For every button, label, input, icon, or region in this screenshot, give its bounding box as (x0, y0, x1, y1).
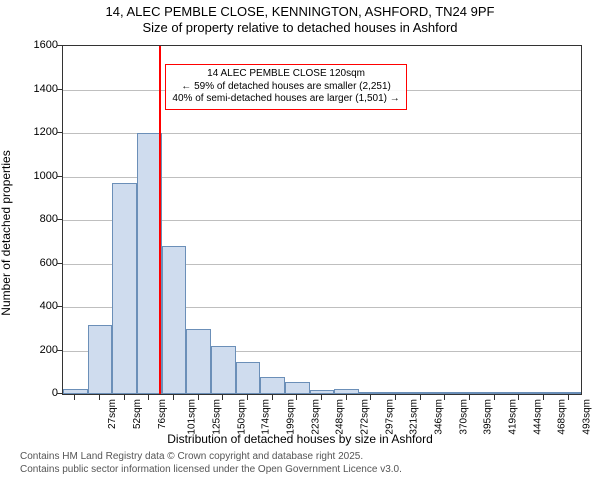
y-tick-mark (57, 132, 62, 133)
histogram-bar (384, 392, 409, 394)
x-tick-label: 468sqm (557, 399, 568, 435)
x-tick-label: 248sqm (335, 399, 346, 435)
histogram-bar (260, 377, 285, 394)
y-tick-label: 1000 (8, 170, 58, 182)
x-tick-label: 52sqm (132, 399, 143, 429)
histogram-bar (88, 325, 113, 395)
footer-line1: Contains HM Land Registry data © Crown c… (20, 450, 600, 463)
x-tick-label: 272sqm (360, 399, 371, 435)
x-tick-label: 150sqm (236, 399, 247, 435)
x-tick-mark (518, 395, 519, 400)
y-tick-mark (57, 176, 62, 177)
x-tick-mark (370, 395, 371, 400)
x-tick-label: 444sqm (532, 399, 543, 435)
x-tick-label: 370sqm (458, 399, 469, 435)
chart-title-block: 14, ALEC PEMBLE CLOSE, KENNINGTON, ASHFO… (0, 0, 600, 35)
x-tick-mark (74, 395, 75, 400)
x-tick-mark (272, 395, 273, 400)
y-tick-mark (57, 89, 62, 90)
x-tick-label: 125sqm (212, 399, 223, 435)
x-tick-mark (420, 395, 421, 400)
x-tick-mark (198, 395, 199, 400)
histogram-bar (162, 246, 187, 394)
y-tick-mark (57, 45, 62, 46)
histogram-bar (310, 390, 335, 394)
chart-title-line2: Size of property relative to detached ho… (0, 20, 600, 36)
x-tick-mark (395, 395, 396, 400)
x-tick-mark (568, 395, 569, 400)
x-tick-label: 174sqm (261, 399, 272, 435)
x-tick-mark (247, 395, 248, 400)
x-tick-label: 76sqm (157, 399, 168, 429)
x-tick-label: 346sqm (434, 399, 445, 435)
x-tick-label: 223sqm (310, 399, 321, 435)
x-tick-mark (346, 395, 347, 400)
histogram-bar (556, 392, 581, 394)
x-tick-label: 395sqm (483, 399, 494, 435)
y-tick-label: 400 (8, 300, 58, 312)
footer-line2: Contains public sector information licen… (20, 463, 600, 476)
x-tick-label: 419sqm (508, 399, 519, 435)
histogram-bar (532, 392, 557, 394)
y-tick-mark (57, 306, 62, 307)
x-tick-mark (494, 395, 495, 400)
x-tick-mark (173, 395, 174, 400)
x-tick-mark (296, 395, 297, 400)
plot-region: 14 ALEC PEMBLE CLOSE 120sqm← 59% of deta… (62, 45, 582, 395)
histogram-bar (458, 392, 483, 394)
y-tick-mark (57, 350, 62, 351)
histogram-bar (507, 392, 532, 394)
x-tick-label: 297sqm (384, 399, 395, 435)
x-tick-label: 321sqm (409, 399, 420, 435)
chart-area: Number of detached properties 14 ALEC PE… (0, 35, 600, 430)
y-tick-label: 600 (8, 257, 58, 269)
histogram-bar (433, 392, 458, 394)
footer-attribution: Contains HM Land Registry data © Crown c… (0, 446, 600, 476)
histogram-bar (236, 362, 261, 395)
annotation-line: 14 ALEC PEMBLE CLOSE 120sqm (172, 68, 399, 81)
x-tick-mark (124, 395, 125, 400)
histogram-bar (359, 392, 384, 395)
x-tick-mark (543, 395, 544, 400)
histogram-bar (408, 392, 433, 394)
histogram-bar (186, 329, 211, 394)
y-tick-mark (57, 393, 62, 394)
x-tick-mark (469, 395, 470, 400)
annotation-line: 40% of semi-detached houses are larger (… (172, 93, 399, 106)
x-tick-mark (444, 395, 445, 400)
histogram-bar (211, 346, 236, 394)
subject-marker-line (159, 46, 161, 394)
annotation-box: 14 ALEC PEMBLE CLOSE 120sqm← 59% of deta… (165, 64, 406, 110)
histogram-bar (63, 389, 88, 394)
y-tick-label: 1200 (8, 126, 58, 138)
histogram-bar (334, 389, 359, 394)
y-tick-label: 1400 (8, 83, 58, 95)
y-tick-mark (57, 263, 62, 264)
x-tick-label: 493sqm (582, 399, 593, 435)
y-tick-label: 0 (8, 387, 58, 399)
x-tick-mark (321, 395, 322, 400)
histogram-bar (112, 183, 137, 394)
x-tick-label: 27sqm (107, 399, 118, 429)
y-tick-label: 200 (8, 344, 58, 356)
x-tick-label: 199sqm (286, 399, 297, 435)
histogram-bar (285, 382, 310, 394)
histogram-bar (482, 392, 507, 394)
x-tick-mark (148, 395, 149, 400)
y-tick-label: 800 (8, 213, 58, 225)
chart-title-line1: 14, ALEC PEMBLE CLOSE, KENNINGTON, ASHFO… (0, 4, 600, 20)
annotation-line: ← 59% of detached houses are smaller (2,… (172, 81, 399, 94)
x-tick-mark (222, 395, 223, 400)
x-tick-label: 101sqm (187, 399, 198, 435)
y-tick-mark (57, 219, 62, 220)
y-tick-label: 1600 (8, 39, 58, 51)
x-tick-mark (99, 395, 100, 400)
